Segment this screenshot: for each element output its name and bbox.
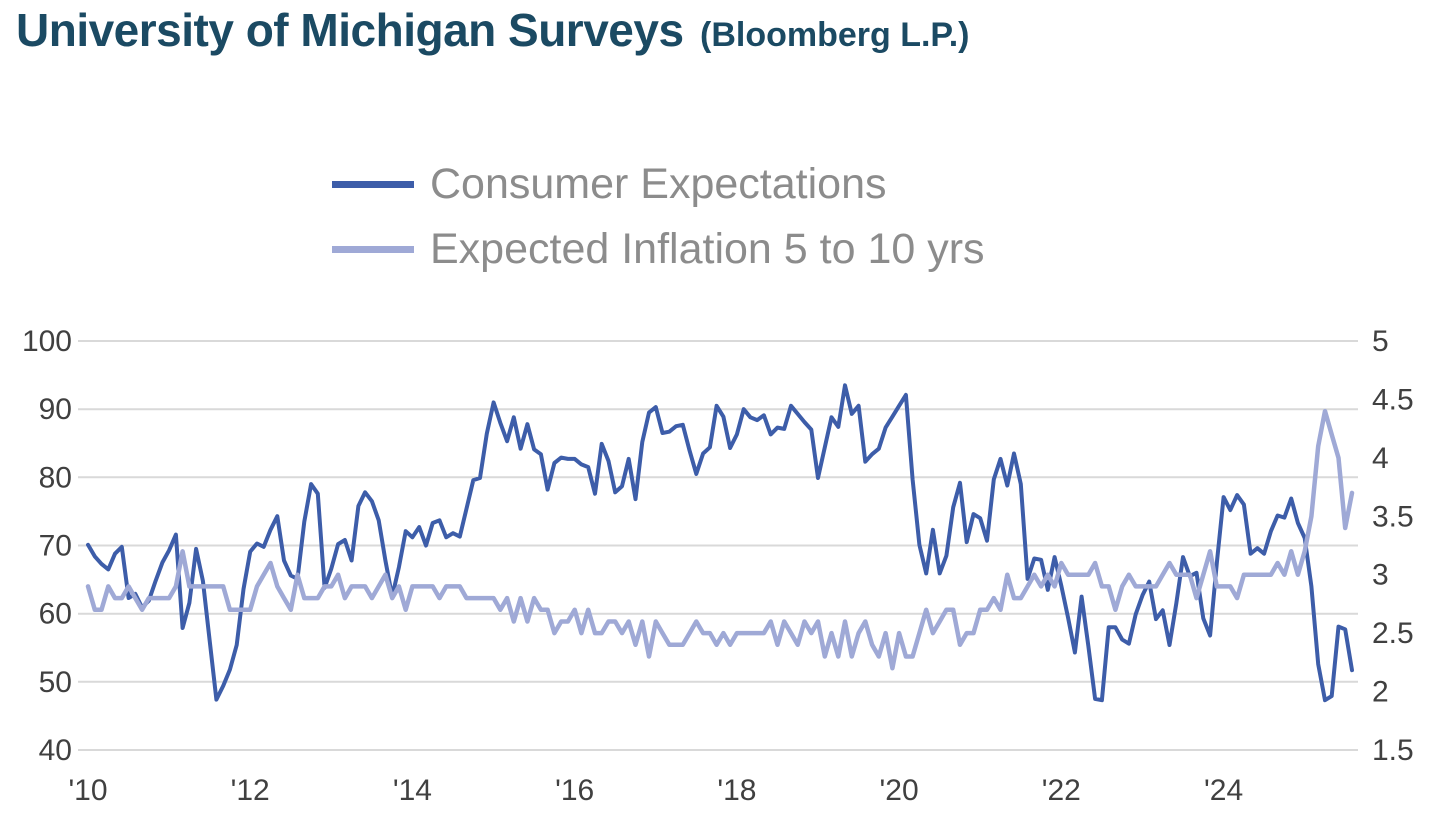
x-axis-tick-label: '10 bbox=[68, 774, 107, 807]
consumer-expectations-line-swatch bbox=[332, 181, 414, 188]
left-axis-tick-label: 40 bbox=[39, 734, 72, 767]
left-axis-tick-label: 80 bbox=[39, 461, 72, 494]
right-axis-tick-label: 5 bbox=[1372, 325, 1389, 358]
x-axis-tick-label: '22 bbox=[1042, 774, 1081, 807]
consumer-expectations-line bbox=[86, 383, 1354, 703]
right-axis-tick-label: 4 bbox=[1372, 442, 1389, 475]
x-axis-tick-label: '20 bbox=[880, 774, 919, 807]
legend-label-consumer-expectations: Consumer Expectations bbox=[430, 160, 887, 208]
x-axis-tick-label: '12 bbox=[231, 774, 270, 807]
legend-item-expected-inflation: Expected Inflation 5 to 10 yrs bbox=[332, 225, 985, 274]
expected-inflation-line bbox=[85, 408, 1355, 671]
x-axis-tick-label: '14 bbox=[393, 774, 432, 807]
title-text: University of Michigan Surveys bbox=[16, 4, 684, 56]
left-axis-tick-label: 60 bbox=[39, 598, 72, 631]
right-axis-tick-label: 2.5 bbox=[1372, 617, 1414, 650]
left-axis-tick-label: 50 bbox=[39, 666, 72, 699]
left-axis-tick-label: 100 bbox=[22, 325, 72, 358]
x-axis-tick-label: '24 bbox=[1204, 774, 1243, 807]
expected-inflation-line-swatch bbox=[332, 246, 414, 253]
right-axis-tick-label: 1.5 bbox=[1372, 734, 1414, 767]
legend: Consumer Expectations Expected Inflation… bbox=[332, 160, 985, 274]
x-axis-tick-label: '18 bbox=[717, 774, 756, 807]
right-axis-tick-label: 4.5 bbox=[1372, 383, 1414, 416]
title-source-text: (Bloomberg L.P.) bbox=[700, 16, 970, 54]
left-axis-tick-label: 70 bbox=[39, 530, 72, 563]
right-axis-tick-label: 2 bbox=[1372, 676, 1389, 709]
right-axis-tick-label: 3 bbox=[1372, 559, 1389, 592]
page-title: University of Michigan Surveys (Bloomber… bbox=[16, 4, 970, 57]
left-axis-tick-label: 90 bbox=[39, 393, 72, 426]
x-axis-tick-label: '16 bbox=[555, 774, 594, 807]
legend-label-expected-inflation: Expected Inflation 5 to 10 yrs bbox=[430, 225, 985, 273]
legend-item-consumer-expectations: Consumer Expectations bbox=[332, 160, 985, 209]
right-axis-tick-label: 3.5 bbox=[1372, 500, 1414, 533]
